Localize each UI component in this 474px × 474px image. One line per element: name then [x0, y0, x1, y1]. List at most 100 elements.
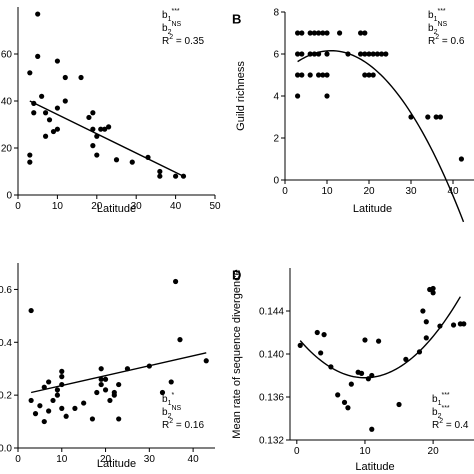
data-point [39, 93, 45, 99]
data-point [420, 308, 426, 314]
data-point [324, 72, 330, 78]
y-axis-label: Mean rate of sequence divergence [231, 269, 243, 438]
data-point [94, 152, 100, 158]
data-point [145, 154, 151, 160]
data-point [35, 11, 41, 17]
data-point [345, 405, 351, 411]
stat-line: b1*** [162, 8, 180, 23]
data-point [98, 126, 104, 132]
data-point [177, 337, 183, 343]
data-point [297, 342, 303, 348]
data-point [28, 397, 34, 404]
data-point [180, 173, 187, 179]
data-point [328, 364, 334, 370]
data-point [107, 397, 113, 404]
data-point [46, 117, 53, 123]
x-tick-label: 20 [363, 186, 375, 197]
x-tick-label: 30 [405, 186, 417, 197]
data-point [374, 51, 380, 57]
y-tick-label: 8 [273, 8, 279, 19]
data-point [299, 51, 305, 57]
x-tick-label: 0 [294, 446, 300, 457]
data-point [433, 114, 439, 120]
data-point [50, 128, 57, 135]
y-tick-label: 20 [1, 144, 13, 155]
y-tick-label: 0.4 [0, 338, 12, 349]
data-point [42, 110, 49, 116]
data-point [295, 72, 301, 78]
data-point [59, 405, 65, 411]
data-point [379, 51, 385, 57]
data-point [59, 374, 65, 380]
x-tick-label: 20 [100, 454, 112, 465]
x-axis-label: Latitude [355, 461, 394, 473]
x-tick-label: 10 [56, 454, 68, 465]
data-point [437, 323, 443, 329]
data-point [54, 58, 61, 64]
y-axis-label: Guild richness [235, 61, 247, 131]
data-point [370, 72, 376, 78]
data-point [86, 114, 92, 121]
panel-letter: D [232, 268, 241, 283]
data-point [98, 366, 104, 372]
stat-line: b1*** [428, 8, 446, 23]
data-point [450, 322, 457, 328]
data-point [54, 387, 61, 393]
data-point [63, 413, 69, 419]
data-point [362, 337, 368, 343]
data-point [375, 338, 382, 344]
data-point [41, 384, 47, 390]
data-point [90, 143, 96, 149]
stat-line: b2*** [432, 405, 450, 420]
data-point [408, 114, 414, 120]
data-point [102, 387, 109, 393]
x-tick-label: 40 [170, 201, 182, 212]
panel-d: 0 10 20 0.132 0.136 0.140 0.144 Latitude Mean ra… [231, 268, 474, 473]
x-axis-label: Latitude [97, 203, 136, 215]
data-point [89, 416, 96, 422]
data-point [461, 321, 467, 327]
data-point [54, 126, 61, 132]
data-point [320, 30, 326, 36]
stat-line: R2 = 0.35 [162, 34, 204, 47]
data-point [37, 403, 43, 409]
data-point [54, 105, 61, 111]
data-point [358, 51, 364, 57]
x-tick-label: 20 [91, 201, 103, 212]
data-point [316, 51, 322, 57]
data-point [124, 366, 131, 372]
data-point [159, 389, 166, 396]
data-point [362, 72, 368, 78]
x-tick-label: 10 [359, 446, 371, 457]
panel-letter: B [232, 12, 241, 27]
y-tick-label: 0 [273, 176, 279, 187]
data-point [416, 349, 423, 355]
data-point [362, 30, 368, 36]
y-tick-label: 0.144 [259, 307, 284, 318]
stat-line: R2 = 0.4 [432, 418, 469, 431]
data-point [307, 72, 313, 78]
x-tick-label: 50 [209, 201, 221, 212]
data-point [106, 124, 112, 130]
data-point [299, 72, 305, 78]
y-tick-label: 4 [273, 92, 279, 103]
data-point [370, 51, 376, 57]
y-tick-label: 0.136 [259, 393, 284, 404]
stat-line: b2NS [162, 21, 182, 36]
data-point [341, 399, 348, 405]
data-point [42, 133, 49, 139]
data-point [311, 30, 317, 36]
x-tick-label: 0 [282, 186, 288, 197]
fit-line [297, 49, 465, 223]
data-point [157, 173, 163, 179]
data-point [437, 114, 443, 120]
data-point [157, 168, 163, 175]
data-point [403, 356, 409, 362]
x-tick-label: 0 [15, 201, 21, 212]
x-tick-label: 40 [447, 186, 459, 197]
data-point [348, 381, 354, 387]
data-point [321, 332, 327, 338]
y-tick-label: 6 [273, 50, 279, 61]
